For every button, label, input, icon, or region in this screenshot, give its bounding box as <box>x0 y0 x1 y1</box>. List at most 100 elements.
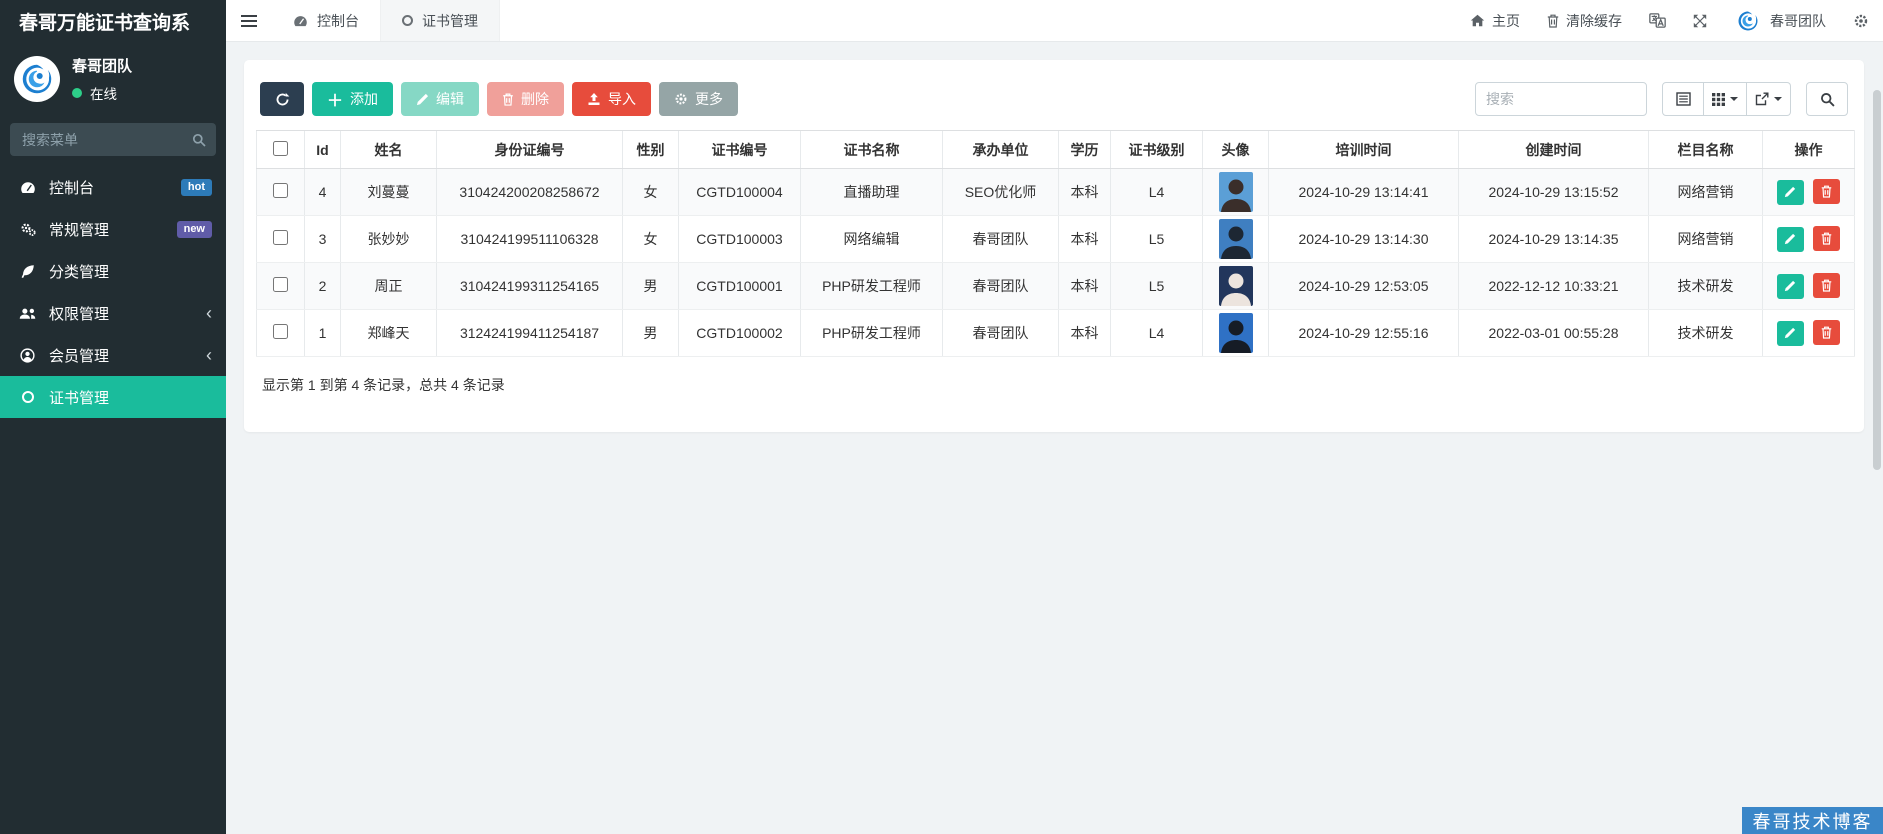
circle-o-icon <box>18 391 37 403</box>
sidebar-toggle-button[interactable] <box>226 0 272 41</box>
table-row: 4 刘蔓蔓 310424200208258672 女 CGTD100004 直播… <box>256 168 1855 216</box>
row-delete-button[interactable] <box>1813 179 1841 205</box>
refresh-button[interactable] <box>260 82 304 116</box>
language-icon[interactable] <box>1649 13 1666 28</box>
cell-id: 2 <box>304 262 341 310</box>
clear-cache-link[interactable]: 清除缓存 <box>1547 11 1622 31</box>
search-icon[interactable] <box>192 133 206 147</box>
row-edit-button[interactable] <box>1776 273 1804 299</box>
cell-organizer: 春哥团队 <box>942 262 1059 310</box>
edit-button[interactable]: 编辑 <box>401 82 480 116</box>
cell-actions <box>1762 215 1855 263</box>
cell-actions <box>1762 309 1855 357</box>
cell-traintime: 2024-10-29 13:14:30 <box>1268 215 1459 263</box>
chevron-down-icon <box>1730 97 1738 101</box>
home-link[interactable]: 主页 <box>1470 11 1520 31</box>
cell-organizer: 春哥团队 <box>942 215 1059 263</box>
row-delete-button[interactable] <box>1813 273 1841 299</box>
sidebar-item-label: 权限管理 <box>49 305 110 323</box>
users-icon <box>18 307 37 320</box>
row-edit-button[interactable] <box>1776 179 1804 205</box>
row-checkbox[interactable] <box>273 324 288 339</box>
delete-button[interactable]: 删除 <box>487 82 565 116</box>
refresh-icon <box>276 92 289 105</box>
profile-photo[interactable] <box>1218 313 1253 353</box>
trash-icon <box>1547 14 1559 28</box>
select-all-checkbox[interactable] <box>273 140 288 156</box>
sidebar-item-label: 常规管理 <box>49 221 110 239</box>
col-organizer: 承办单位 <box>942 130 1059 169</box>
cell-education: 本科 <box>1058 262 1111 310</box>
search-button[interactable] <box>1806 82 1848 116</box>
import-button[interactable]: 导入 <box>572 82 652 116</box>
main-content: ＋添加 编辑 删除 导入 更多 <box>226 42 1883 834</box>
tab-console[interactable]: 控制台 <box>272 0 380 41</box>
grid-icon <box>1712 92 1725 106</box>
cell-avatar <box>1202 215 1269 263</box>
export-dropdown-button[interactable] <box>1747 82 1791 116</box>
sidebar-item-permission[interactable]: 权限管理 ‹ <box>0 292 226 334</box>
cell-level: L4 <box>1110 168 1203 216</box>
vertical-scrollbar[interactable] <box>1873 90 1881 470</box>
toolbar: ＋添加 编辑 删除 导入 更多 <box>260 82 1848 116</box>
col-actions: 操作 <box>1762 130 1855 169</box>
search-icon <box>1820 92 1835 107</box>
user-circle-icon <box>18 347 37 363</box>
trash-icon <box>503 93 513 106</box>
pencil-icon <box>1784 281 1796 292</box>
row-select-cell <box>256 215 305 263</box>
navbar-user-menu[interactable]: 春哥团队 <box>1734 7 1826 34</box>
cell-gender: 男 <box>622 262 679 310</box>
table-row: 3 张妙妙 310424199511106328 女 CGTD100003 网络… <box>256 215 1855 263</box>
navbar-right: 主页 清除缓存 春哥团队 <box>1470 0 1883 41</box>
row-checkbox[interactable] <box>273 183 288 198</box>
row-edit-button[interactable] <box>1776 320 1804 346</box>
row-delete-button[interactable] <box>1813 320 1841 346</box>
menu-search-input[interactable] <box>10 123 216 156</box>
sidebar-item-general[interactable]: 常规管理 new <box>0 208 226 250</box>
row-checkbox[interactable] <box>273 230 288 245</box>
chevron-down-icon <box>1774 97 1782 101</box>
cell-organizer: SEO优化师 <box>942 168 1059 216</box>
cell-name: 张妙妙 <box>340 215 437 263</box>
cell-createtime: 2022-03-01 00:55:28 <box>1458 309 1649 357</box>
table-search-input[interactable] <box>1475 82 1647 116</box>
tab-certificate[interactable]: 证书管理 <box>380 0 500 41</box>
col-certno: 证书编号 <box>678 130 801 169</box>
sidebar-item-label: 证书管理 <box>49 389 110 407</box>
cell-createtime: 2022-12-12 10:33:21 <box>1458 262 1649 310</box>
fullscreen-icon[interactable] <box>1693 14 1707 28</box>
clear-cache-label: 清除缓存 <box>1566 12 1622 29</box>
cell-id: 4 <box>304 168 341 216</box>
cell-education: 本科 <box>1058 309 1111 357</box>
cell-name: 刘蔓蔓 <box>340 168 437 216</box>
sidebar-item-member[interactable]: 会员管理 ‹ <box>0 334 226 376</box>
profile-photo[interactable] <box>1218 172 1253 212</box>
pagination-toggle-button[interactable] <box>1662 82 1704 116</box>
add-button[interactable]: ＋添加 <box>312 82 394 116</box>
row-delete-button[interactable] <box>1813 226 1841 252</box>
more-button[interactable]: 更多 <box>659 82 739 116</box>
sidebar-item-category[interactable]: 分类管理 <box>0 250 226 292</box>
logo-swirl-icon <box>22 64 52 94</box>
dashboard-icon <box>18 181 37 194</box>
cell-idcard: 310424199311254165 <box>436 262 623 310</box>
row-select-cell <box>256 168 305 216</box>
hamburger-icon <box>241 19 257 22</box>
home-icon <box>1470 14 1485 27</box>
col-certname: 证书名称 <box>800 130 943 169</box>
sidebar-item-console[interactable]: 控制台 hot <box>0 166 226 208</box>
profile-photo[interactable] <box>1218 219 1253 259</box>
row-edit-button[interactable] <box>1776 226 1804 252</box>
columns-dropdown-button[interactable] <box>1704 82 1747 116</box>
gear-icon[interactable] <box>1853 13 1869 29</box>
sidebar-item-certificate[interactable]: 证书管理 <box>0 376 226 418</box>
row-checkbox[interactable] <box>273 277 288 292</box>
cell-name: 周正 <box>340 262 437 310</box>
cell-createtime: 2024-10-29 13:14:35 <box>1458 215 1649 263</box>
col-avatar: 头像 <box>1202 130 1269 169</box>
cell-level: L4 <box>1110 309 1203 357</box>
profile-photo[interactable] <box>1218 266 1253 306</box>
cell-traintime: 2024-10-29 12:53:05 <box>1268 262 1459 310</box>
cell-avatar <box>1202 309 1269 357</box>
